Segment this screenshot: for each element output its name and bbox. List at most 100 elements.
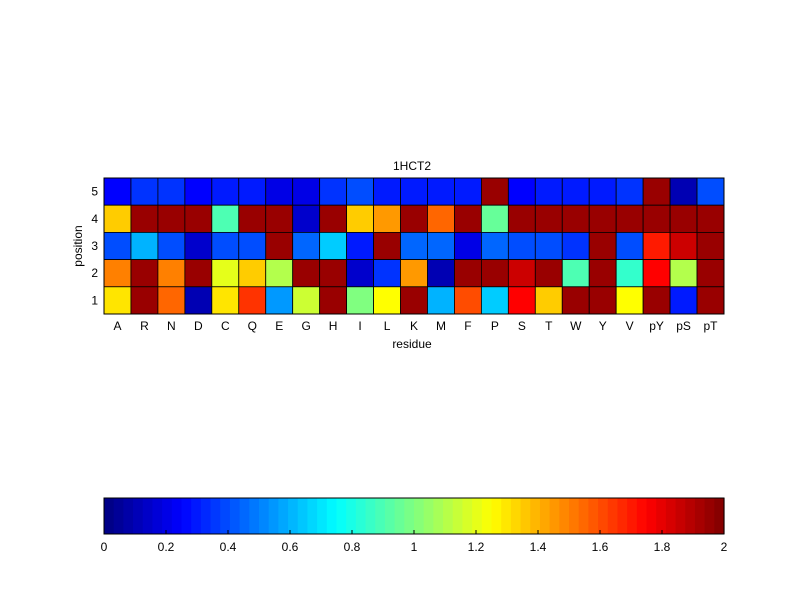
heatmap-cell — [265, 286, 294, 315]
x-axis-label: residue — [392, 337, 432, 351]
heatmap-cell — [427, 259, 455, 288]
colorbar-segment — [569, 498, 580, 534]
colorbar-segment — [559, 498, 570, 534]
colorbar-segment — [200, 498, 212, 534]
heatmap-cell — [211, 259, 240, 288]
colorbar-segment — [249, 498, 260, 534]
heatmap-cell — [454, 177, 482, 206]
colorbar-tick-labels: 0 0.2 0.4 0.6 0.8 1 1.2 1.4 1.6 1.8 2 — [101, 530, 728, 554]
heatmap-cell — [319, 286, 348, 315]
heatmap-cell — [238, 231, 267, 260]
heatmap-cell — [588, 177, 617, 206]
colorbar-segment — [162, 498, 173, 534]
heatmap-cell — [588, 231, 617, 260]
heatmap-cell — [238, 177, 267, 206]
heatmap-cell — [292, 286, 321, 315]
heatmap-cell — [480, 231, 509, 260]
heatmap-cell — [373, 204, 401, 233]
colorbar-tick-label: 2 — [721, 540, 728, 554]
colorbar-segment — [539, 498, 551, 534]
colorbar-segment — [501, 498, 512, 534]
heatmap-cell — [157, 259, 186, 288]
heatmap-cell — [184, 204, 213, 233]
x-tick-label: T — [545, 319, 553, 333]
heatmap-cell — [184, 286, 213, 315]
heatmap-cell — [292, 177, 321, 206]
x-tick-label: pT — [704, 319, 719, 333]
y-tick-labels: 5 4 3 2 1 — [91, 185, 98, 308]
heatmap-cell — [669, 204, 698, 233]
colorbar-segment — [530, 498, 541, 534]
heatmap-cell — [400, 177, 428, 206]
heatmap-cell — [211, 177, 240, 206]
heatmap-cell — [615, 259, 644, 288]
colorbar-segment — [278, 498, 289, 534]
heatmap-cell — [211, 204, 240, 233]
colorbar-segment — [627, 498, 638, 534]
colorbar-segment — [491, 498, 502, 534]
heatmap-cell — [534, 204, 563, 233]
heatmap-cell — [534, 177, 563, 206]
colorbar-segment — [607, 498, 619, 534]
heatmap-cell — [373, 177, 401, 206]
colorbar-segment — [646, 498, 657, 534]
heatmap-cell — [588, 286, 617, 315]
colorbar-segment — [181, 498, 192, 534]
x-tick-label: D — [194, 319, 203, 333]
colorbar-segment — [452, 498, 464, 534]
heatmap-cell — [696, 231, 725, 260]
heatmap-cell — [400, 259, 428, 288]
heatmap-cell — [642, 204, 671, 233]
colorbar-segment — [317, 498, 328, 534]
heatmap-cell — [507, 231, 536, 260]
heatmap-cell — [696, 177, 725, 206]
heatmap-cell — [669, 259, 698, 288]
y-tick-label: 2 — [91, 266, 98, 280]
heatmap-cell — [103, 204, 132, 233]
heatmap-cell — [615, 177, 644, 206]
heatmap-cell — [507, 286, 536, 315]
heatmap-cell — [238, 286, 267, 315]
colorbar-tick-label: 1.2 — [468, 540, 485, 554]
y-tick-label: 5 — [91, 185, 98, 199]
x-tick-label: pS — [676, 319, 691, 333]
heatmap-cell — [561, 259, 590, 288]
heatmap — [103, 177, 725, 315]
heatmap-cell — [265, 231, 294, 260]
colorbar-segment — [365, 498, 376, 534]
heatmap-cell — [480, 204, 509, 233]
colorbar-segment — [423, 498, 434, 534]
heatmap-cell — [319, 231, 348, 260]
colorbar-segment — [123, 498, 134, 534]
heatmap-cell — [642, 177, 671, 206]
heatmap-cell — [265, 259, 294, 288]
colorbar-segment — [142, 498, 154, 534]
colorbar-segment — [326, 498, 338, 534]
colorbar-segment — [598, 498, 609, 534]
colorbar-segment — [152, 498, 163, 534]
heatmap-cell — [507, 204, 536, 233]
x-tick-label: L — [384, 319, 391, 333]
heatmap-cell — [373, 259, 401, 288]
heatmap-cell — [480, 286, 509, 315]
heatmap-cell — [427, 204, 455, 233]
heatmap-cell — [696, 259, 725, 288]
colorbar-segment — [588, 498, 599, 534]
colorbar-segment — [229, 498, 241, 534]
heatmap-cell — [184, 259, 213, 288]
colorbar-segment — [307, 498, 318, 534]
x-tick-label: I — [358, 319, 361, 333]
colorbar-segment — [433, 498, 444, 534]
colorbar-segment — [384, 498, 396, 534]
colorbar-segment — [414, 498, 425, 534]
heatmap-cell — [534, 286, 563, 315]
heatmap-cell — [346, 286, 374, 315]
heatmap-cell — [400, 204, 428, 233]
colorbar-tick-label: 0 — [101, 540, 108, 554]
colorbar-segment — [694, 498, 706, 534]
colorbar-segment — [510, 498, 522, 534]
x-tick-label: R — [140, 319, 149, 333]
colorbar-tick-label: 1 — [411, 540, 418, 554]
colorbar-segment — [472, 498, 483, 534]
colorbar-segment — [462, 498, 473, 534]
